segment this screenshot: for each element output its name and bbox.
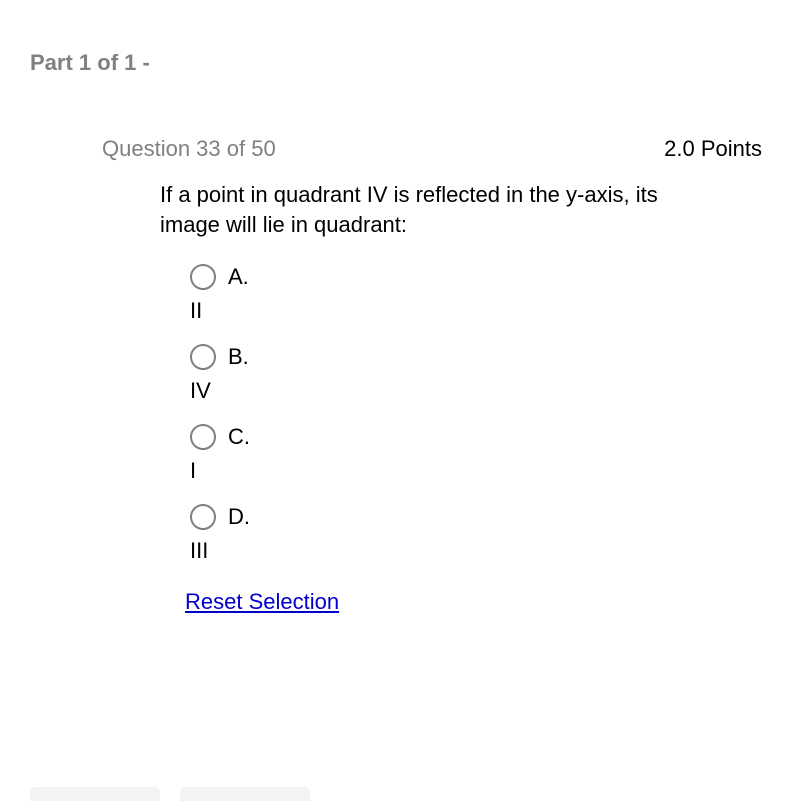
option-row: D. xyxy=(190,504,710,530)
radio-option-c[interactable] xyxy=(190,424,216,450)
radio-option-d[interactable] xyxy=(190,504,216,530)
option-row: C. xyxy=(190,424,710,450)
radio-option-b[interactable] xyxy=(190,344,216,370)
option-row: B. xyxy=(190,344,710,370)
option-a: A. II xyxy=(190,264,710,324)
option-letter: A. xyxy=(228,264,249,290)
option-letter: B. xyxy=(228,344,249,370)
option-value: IV xyxy=(190,378,710,404)
option-d: D. III xyxy=(190,504,710,564)
bottom-bar xyxy=(0,787,800,801)
option-value: III xyxy=(190,538,710,564)
option-value: II xyxy=(190,298,710,324)
question-text: If a point in quadrant IV is reflected i… xyxy=(160,180,710,239)
option-letter: C. xyxy=(228,424,250,450)
part-header: Part 1 of 1 - xyxy=(30,50,770,76)
option-letter: D. xyxy=(228,504,250,530)
option-b: B. IV xyxy=(190,344,710,404)
options-list: A. II B. IV C. I xyxy=(160,264,710,615)
option-row: A. xyxy=(190,264,710,290)
question-body: If a point in quadrant IV is reflected i… xyxy=(30,180,770,615)
bottom-tab[interactable] xyxy=(180,787,310,801)
bottom-tab[interactable] xyxy=(30,787,160,801)
points-label: 2.0 Points xyxy=(664,136,762,162)
reset-selection-link[interactable]: Reset Selection xyxy=(185,589,339,615)
quiz-container: Part 1 of 1 - Question 33 of 50 2.0 Poin… xyxy=(0,0,800,645)
question-number-label: Question 33 of 50 xyxy=(102,136,276,162)
option-c: C. I xyxy=(190,424,710,484)
option-value: I xyxy=(190,458,710,484)
question-header: Question 33 of 50 2.0 Points xyxy=(30,136,770,162)
radio-option-a[interactable] xyxy=(190,264,216,290)
